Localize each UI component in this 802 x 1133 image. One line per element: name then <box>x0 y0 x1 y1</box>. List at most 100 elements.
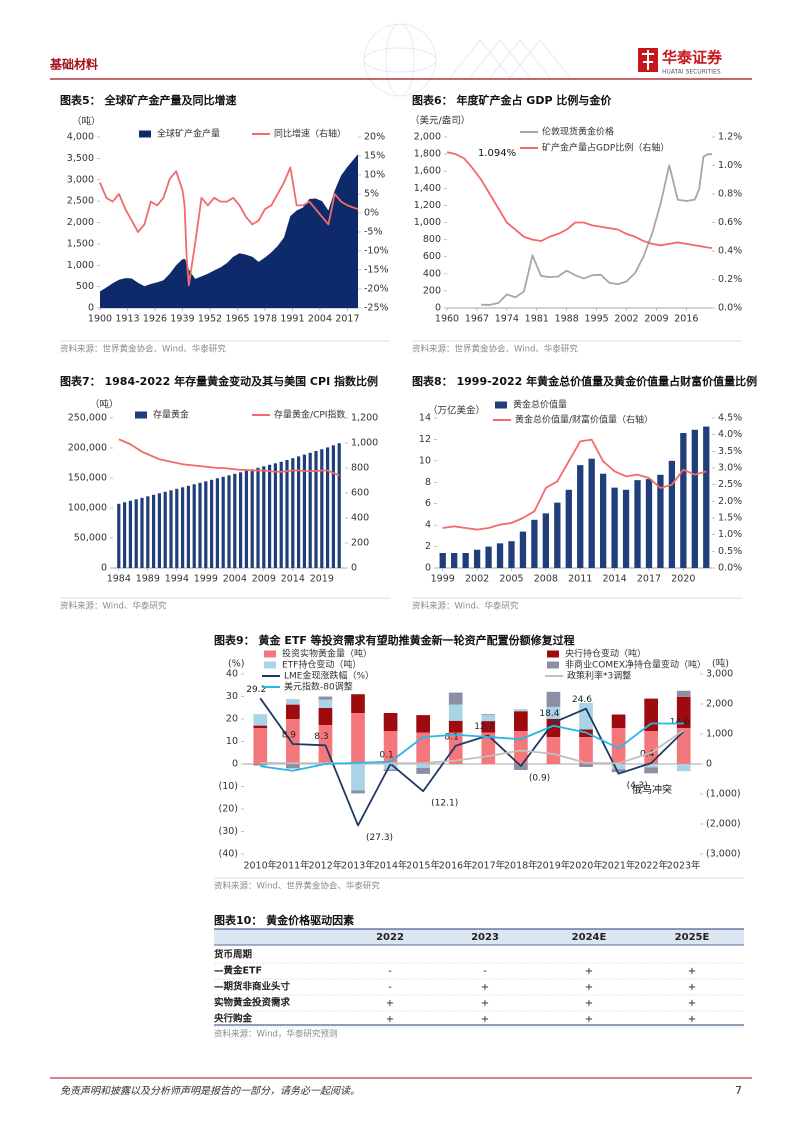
x-tick-label: 1984 <box>107 574 131 585</box>
x-tick-label: 2009 <box>644 314 668 325</box>
logo-glyph <box>642 50 654 70</box>
bar <box>448 720 463 733</box>
bar <box>448 692 463 705</box>
bar <box>383 769 398 772</box>
y2-tick-label: 0 <box>351 563 357 574</box>
y2-tick-label: 2,000 <box>706 699 733 710</box>
legend-label: 存量黄金/CPI指数 <box>274 409 345 421</box>
y-tick-label: 20 <box>226 714 238 725</box>
source: 资料来源：Wind、华泰研究 <box>60 601 167 612</box>
y2-tick-label: 0.8% <box>718 189 742 200</box>
figure-title: 图表8： 1999-2022 年黄金总价值量及黄金价值量占财富价值量比例 <box>412 374 757 388</box>
table-cell: - <box>388 966 392 977</box>
y-tick-label: 0 <box>435 303 441 314</box>
y-tick-label: 2,000 <box>67 217 94 228</box>
brand: 华泰证券 <box>662 49 723 67</box>
y-tick-label: (10) <box>218 781 238 792</box>
data-label: 29.2 <box>246 685 266 695</box>
figure-title: 图表9： 黄金 ETF 等投资需求有望助推黄金新一轮资产配置份额修复过程 <box>214 633 575 647</box>
bar <box>302 454 306 568</box>
bar <box>554 502 561 568</box>
brand-en: HUATAI SECURITIES <box>662 69 721 76</box>
y2-tick-label: 4.0% <box>718 429 742 440</box>
bar <box>286 699 300 705</box>
bar <box>439 553 446 568</box>
y2-tick-label: 3.5% <box>718 446 742 457</box>
bar <box>481 714 496 716</box>
table-cell: + <box>481 1014 489 1025</box>
bar <box>611 764 626 770</box>
x-tick-label: 2014 <box>603 574 627 585</box>
bar <box>519 531 527 568</box>
x-tick-label: 1995 <box>585 314 609 325</box>
bar <box>451 553 458 568</box>
bar <box>326 447 330 568</box>
bar <box>462 553 469 568</box>
legend-label: LME金现涨跌幅（%） <box>284 670 374 682</box>
legend-swatch <box>547 661 559 669</box>
legend-swatch <box>264 661 276 669</box>
y-tick-label: 12 <box>419 434 431 445</box>
bar <box>644 764 658 768</box>
x-tick-label: 1999 <box>194 574 218 585</box>
y2-unit: (吨) <box>712 658 729 670</box>
y-tick-label: 0 <box>232 759 238 770</box>
x-tick-label: 1978 <box>253 314 277 325</box>
y-tick-label: 4 <box>425 520 431 531</box>
y2-tick-label: 2.0% <box>718 496 742 507</box>
y-tick-label: 1,400 <box>414 183 441 194</box>
x-tick-label: 2008 <box>534 574 558 585</box>
bar <box>169 490 173 568</box>
x-tick-label: 2012年 <box>309 860 343 872</box>
legend-label: ETF持仓变动（吨） <box>282 659 361 671</box>
x-tick-label: 2011 <box>568 574 592 585</box>
x-tick-label: 2009 <box>252 574 276 585</box>
table-row-label: 货币周期 <box>213 949 252 961</box>
x-tick-label: 1913 <box>115 314 139 325</box>
legend-label: 非商业COMEX净持仓量变动（吨） <box>565 659 706 671</box>
y-tick-label: 6 <box>425 498 431 509</box>
area <box>100 154 358 308</box>
y-tick-label: 8 <box>425 477 431 488</box>
source: 资料来源：Wind，华泰研究预测 <box>214 1029 337 1040</box>
bar <box>146 496 150 568</box>
legend-label: 全球矿产金产量 <box>157 128 220 140</box>
table-row-label: —黄金ETF <box>214 965 262 977</box>
x-tick-label: 1991 <box>280 314 304 325</box>
bar <box>644 767 658 774</box>
figure-title: 图表5： 全球矿产金产量及同比增速 <box>60 93 236 107</box>
legend-label: 同比增速（右轴） <box>274 128 346 140</box>
x-tick-label: 2021年 <box>602 860 636 872</box>
bar <box>233 473 237 568</box>
bar <box>221 476 225 568</box>
bar <box>239 472 243 568</box>
bar <box>227 475 231 568</box>
y2-tick-label: 600 <box>351 488 369 499</box>
y2-tick-label: 1,200 <box>351 413 378 424</box>
table-row-label: —期货非商业头寸 <box>214 981 291 993</box>
table-row-label: 实物黄金投资需求 <box>214 997 291 1009</box>
line <box>99 166 359 287</box>
bar <box>318 696 333 700</box>
x-tick-label: 2002 <box>614 314 638 325</box>
table-cell: + <box>688 966 696 977</box>
bar <box>253 728 268 764</box>
bar <box>611 714 626 728</box>
y-tick-label: 800 <box>423 234 441 245</box>
bar <box>645 479 653 568</box>
y-tick-label: 0 <box>101 563 107 574</box>
legend-swatch <box>135 411 147 419</box>
bar <box>565 489 572 568</box>
source: 资料来源：世界黄金协会、Wind、华泰研究 <box>412 344 578 355</box>
table-header-cell: 2025E <box>675 932 710 943</box>
bar <box>186 485 190 568</box>
bar <box>416 767 430 774</box>
y2-tick-label: 15% <box>364 151 385 162</box>
data-label: 0.1 <box>379 750 393 760</box>
x-tick-label: 1988 <box>555 314 579 325</box>
table-cell: + <box>481 982 489 993</box>
bar <box>473 549 481 568</box>
y-tick-label: 1,000 <box>414 217 441 228</box>
y2-tick-label: 0.0% <box>718 563 742 574</box>
table-cell: + <box>688 1014 696 1025</box>
